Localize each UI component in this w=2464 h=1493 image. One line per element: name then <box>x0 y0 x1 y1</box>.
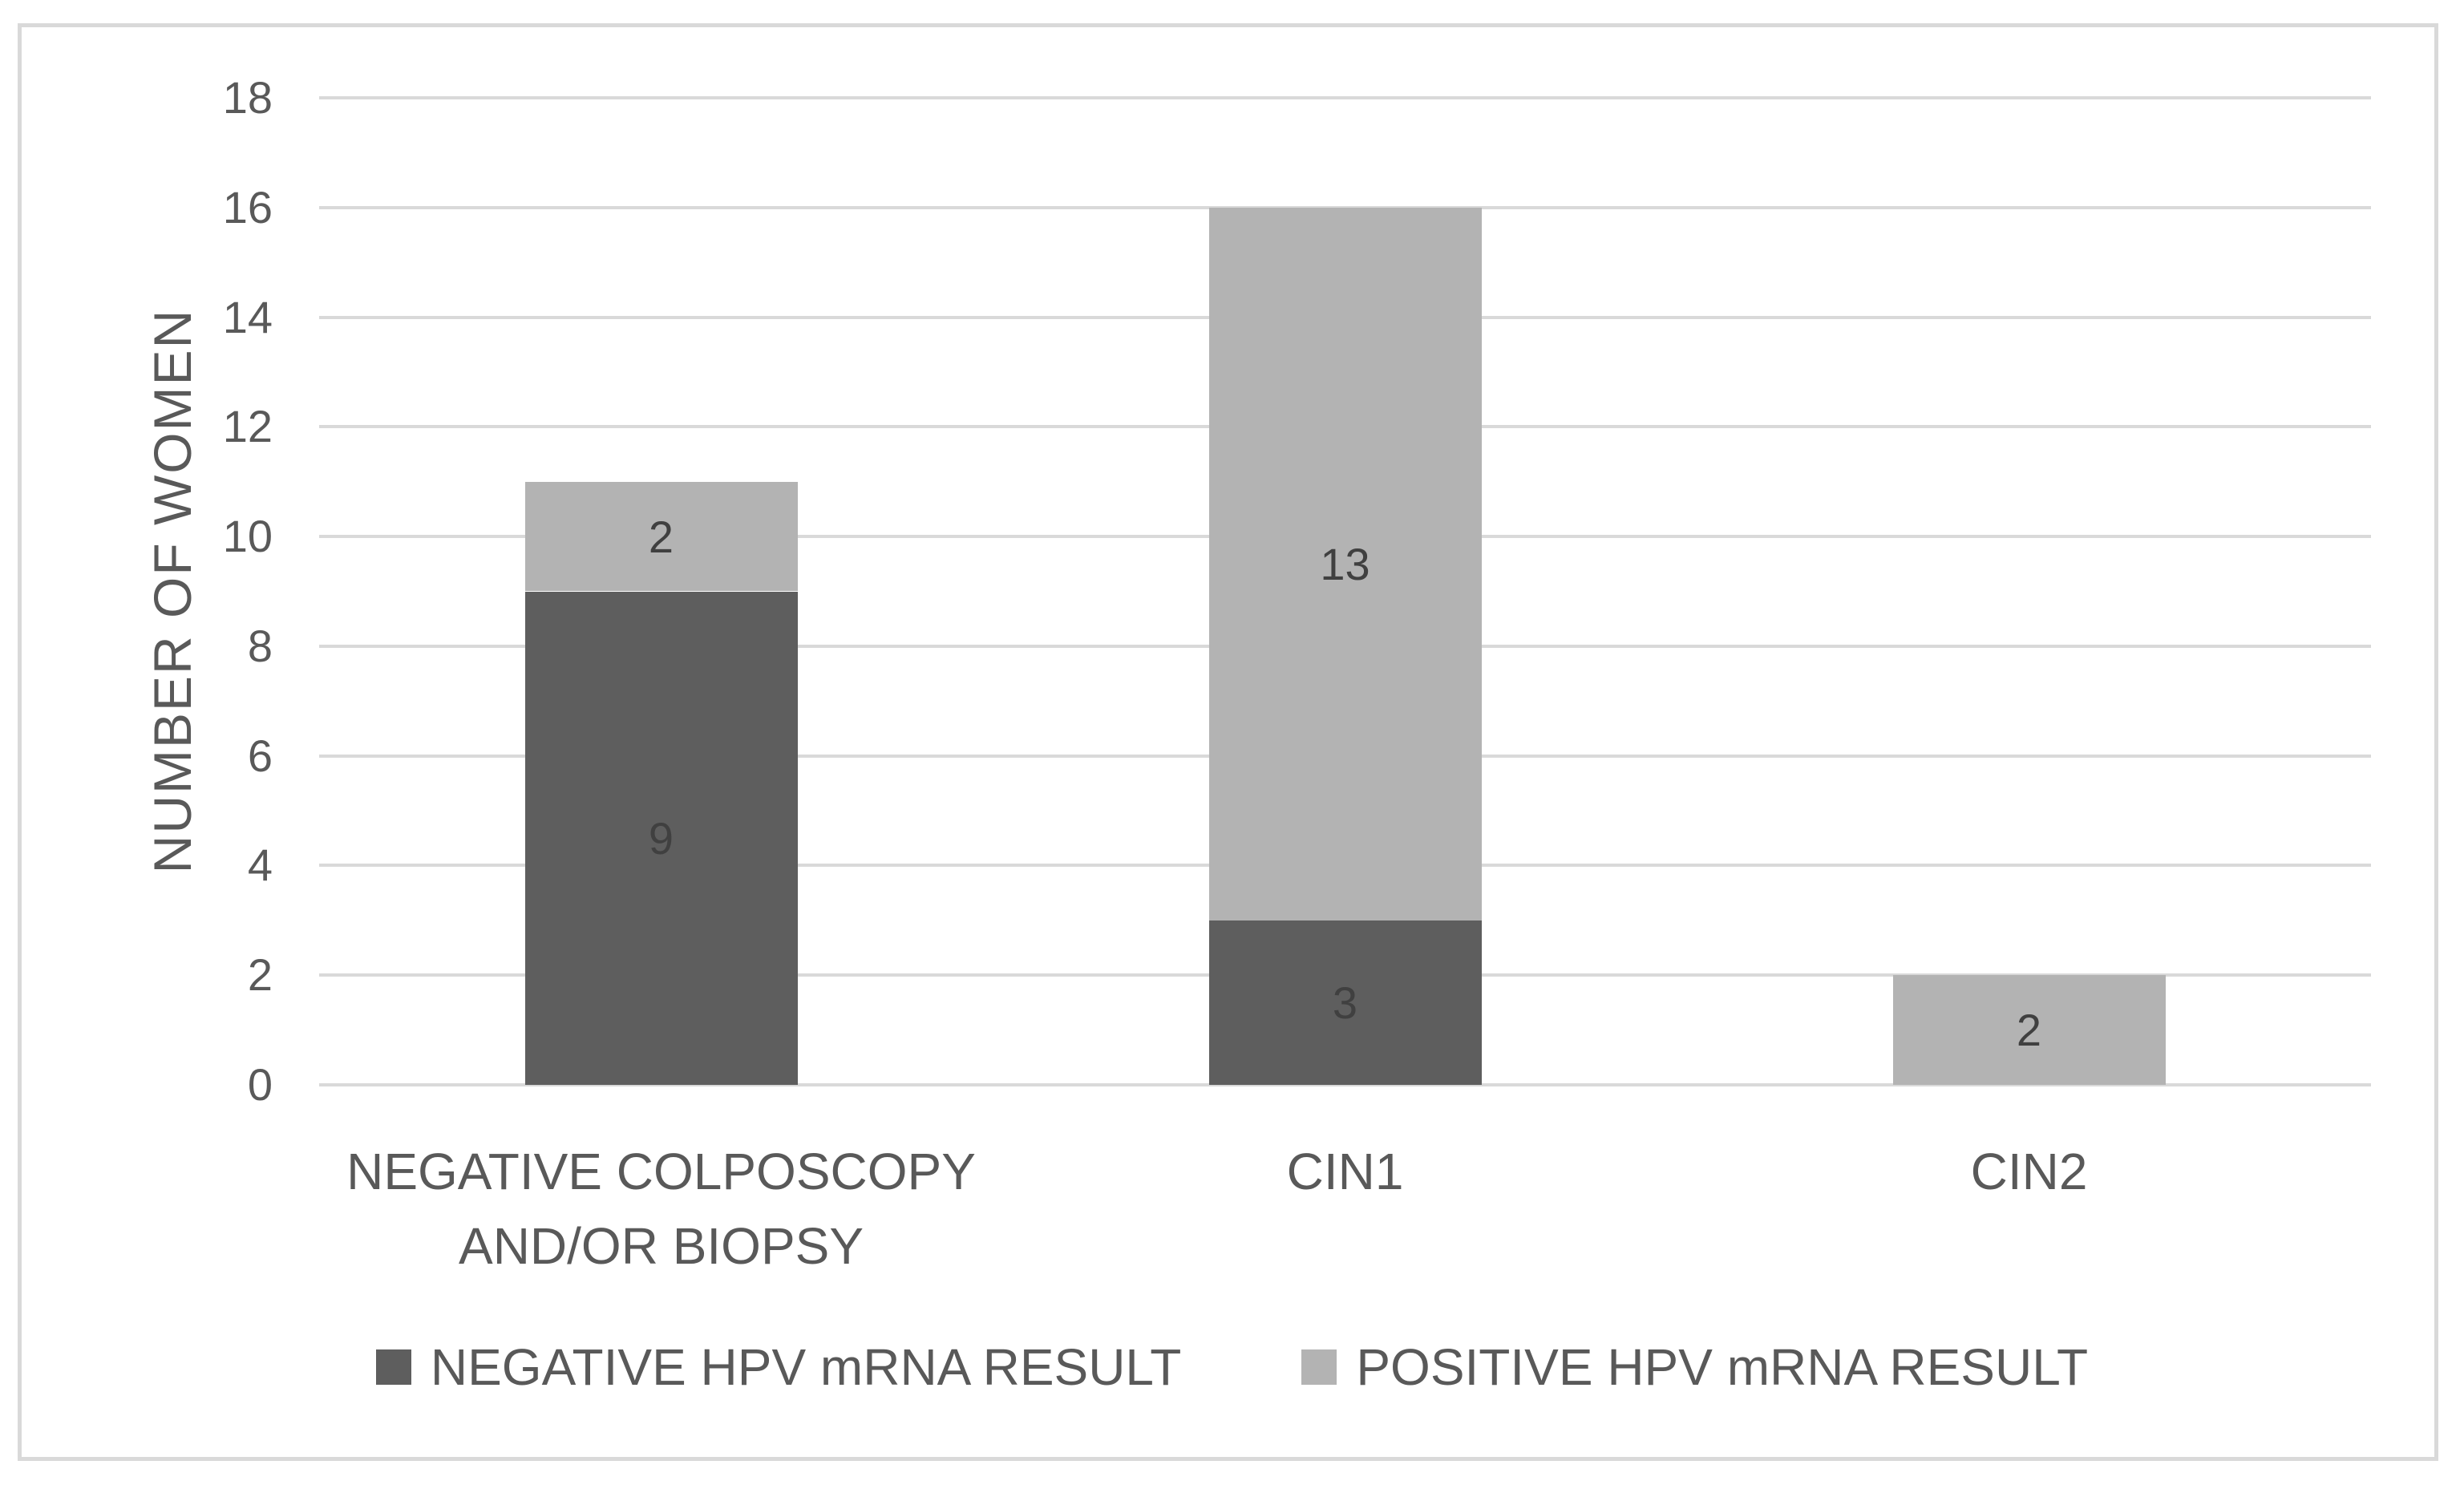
data-label: 3 <box>1332 977 1358 1028</box>
legend-item-negative-hpv: NEGATIVE HPV mRNA RESULT <box>375 1337 1182 1397</box>
legend-swatch-icon <box>1301 1349 1337 1385</box>
data-label: 9 <box>648 812 674 864</box>
gridline-y-0 <box>319 1083 2371 1086</box>
legend-item-positive-hpv: POSITIVE HPV mRNA RESULT <box>1301 1337 2088 1397</box>
y-tick-label-10: 10 <box>222 511 273 562</box>
bar-segment-positive-hpv: 13 <box>1208 207 1482 920</box>
x-category-label-line: CIN2 <box>1970 1143 2088 1200</box>
y-tick-label-18: 18 <box>222 72 273 123</box>
y-tick-label-6: 6 <box>247 730 273 781</box>
y-tick-label-16: 16 <box>222 181 273 233</box>
y-tick-label-2: 2 <box>247 949 273 1001</box>
y-tick-label-4: 4 <box>247 840 273 891</box>
y-tick-label-12: 12 <box>222 401 273 452</box>
x-category-label-line: AND/OR BIOPSY <box>459 1216 864 1275</box>
y-tick-label-14: 14 <box>222 291 273 342</box>
data-label: 2 <box>648 511 674 562</box>
y-axis-title: NUMBER OF WOMEN <box>143 308 202 874</box>
bar-segment-positive-hpv: 2 <box>1892 975 2166 1085</box>
y-tick-label-0: 0 <box>247 1059 273 1110</box>
x-category-label: CIN1 <box>1003 1135 1687 1209</box>
gridline-y-18 <box>319 96 2371 99</box>
bar-segment-negative-hpv: 3 <box>1208 920 1482 1085</box>
data-label: 13 <box>1320 538 1370 589</box>
legend-label: POSITIVE HPV mRNA RESULT <box>1356 1338 2089 1396</box>
data-label: 2 <box>2016 1005 2042 1056</box>
bar-segment-negative-hpv: 9 <box>524 591 798 1085</box>
x-category-label: NEGATIVE COLPOSCOPY AND/OR BIOPSY <box>319 1135 1003 1284</box>
legend-swatch-icon <box>375 1349 411 1385</box>
x-category-label: CIN2 <box>1687 1135 2371 1209</box>
y-tick-label-8: 8 <box>247 620 273 671</box>
bar-segment-positive-hpv: 2 <box>524 481 798 592</box>
legend: NEGATIVE HPV mRNA RESULT POSITIVE HPV mRN… <box>0 1337 2464 1397</box>
x-category-label-line: CIN1 <box>1286 1143 1404 1200</box>
legend-label: NEGATIVE HPV mRNA RESULT <box>430 1338 1182 1396</box>
x-category-label-line: NEGATIVE COLPOSCOPY <box>346 1143 976 1200</box>
